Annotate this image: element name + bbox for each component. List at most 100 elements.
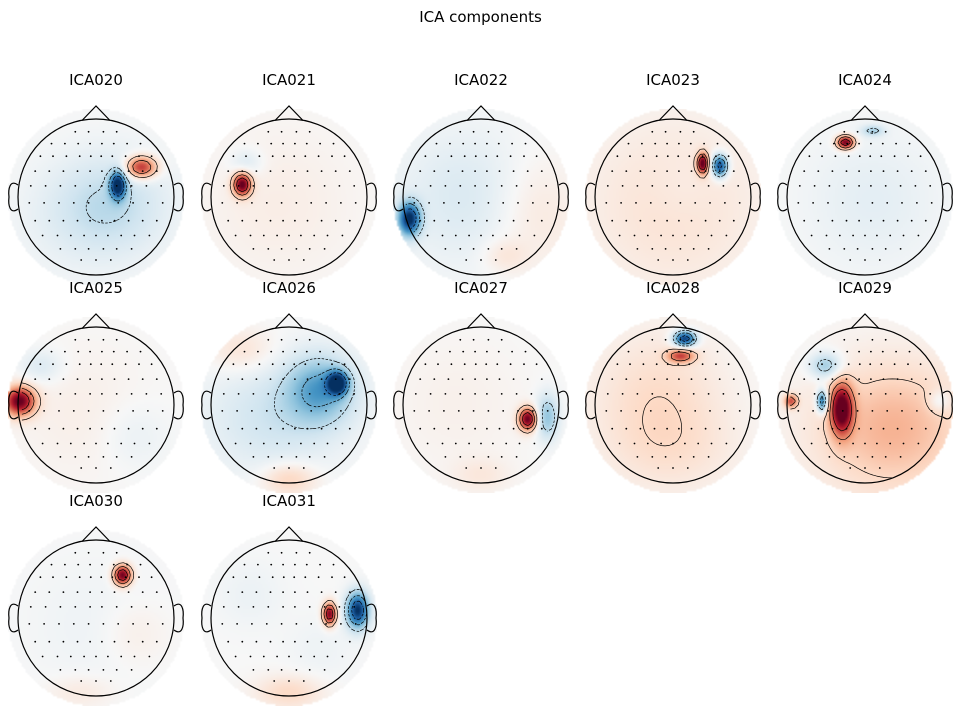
sensor-dot <box>251 410 253 412</box>
sensor-dot <box>221 410 224 412</box>
sensor-dot <box>89 155 92 158</box>
sensor-dot <box>267 551 270 554</box>
sensor-dot <box>486 185 488 187</box>
sensor-dot <box>472 202 475 204</box>
sensor-dot <box>124 576 127 579</box>
sensor-dot <box>241 591 244 593</box>
sensor-dot <box>447 378 450 380</box>
sensor-dot <box>468 234 470 237</box>
sensor-dot <box>449 142 451 145</box>
sensor-dot <box>426 442 429 445</box>
sensor-dot <box>155 427 158 430</box>
sensor-dot <box>899 456 902 458</box>
sensor-dot <box>295 551 298 554</box>
sensor-dot <box>692 185 695 187</box>
sensor-dot <box>112 142 115 145</box>
sensor-dot <box>672 442 674 445</box>
sensor-dot <box>323 456 326 458</box>
sensor-dot <box>679 130 682 133</box>
sensor-dot <box>232 576 235 579</box>
sensor-dot <box>716 350 719 353</box>
sensor-dot <box>692 130 695 133</box>
sensor-dot <box>74 393 77 395</box>
sensor-dot <box>155 640 158 643</box>
sensor-dot <box>326 655 329 658</box>
sensor-dot <box>325 202 327 204</box>
sensor-dot <box>111 155 114 158</box>
sensor-dot <box>639 427 642 430</box>
sensor-dot <box>101 378 103 380</box>
head-outline <box>210 326 368 484</box>
sensor-dot <box>474 170 476 173</box>
sensor-dot <box>280 248 283 250</box>
sensor-dot <box>487 248 490 250</box>
topomap-ica031: ICA031 <box>201 492 377 706</box>
contour-line <box>117 569 128 581</box>
sensor-dot <box>282 576 285 579</box>
sensor-dot <box>533 234 536 237</box>
sensor-dot <box>115 393 118 395</box>
sensor-dot <box>738 202 741 204</box>
sensor-dot <box>150 363 153 366</box>
sensor-dot <box>72 410 75 412</box>
sensor-dot <box>651 456 654 458</box>
sensor-dot <box>141 219 144 222</box>
sensor-dot <box>515 393 518 395</box>
sensor-dot <box>160 606 163 608</box>
sensor-dot <box>907 363 909 366</box>
sensor-dot <box>884 456 887 458</box>
topomap-ica027: ICA027 <box>393 279 569 493</box>
sensor-dot <box>150 155 153 158</box>
contour-line <box>834 133 857 151</box>
sensor-dot <box>280 410 283 412</box>
sensor-dot <box>625 219 628 222</box>
contour-line <box>324 372 347 396</box>
head-outline <box>594 118 752 276</box>
sensor-dot <box>653 219 656 222</box>
sensor-dot <box>145 606 148 608</box>
sensor-dot <box>306 427 309 430</box>
sensor-dot <box>876 442 878 445</box>
sensor-dot <box>267 248 270 250</box>
sensor-dot <box>132 623 135 625</box>
sensor-dot <box>115 185 118 187</box>
sensor-dot <box>798 393 801 395</box>
sensor-dot <box>654 350 657 353</box>
topomap-heatmap <box>8 530 184 706</box>
sensor-dot <box>459 248 462 250</box>
sensor-dot <box>232 155 235 158</box>
sensor-dot <box>523 155 525 158</box>
sensor-dot <box>69 234 72 237</box>
sensor-dot <box>58 410 60 412</box>
sensor-dot <box>472 248 475 250</box>
sensor-dot <box>474 427 476 430</box>
sensor-dot <box>540 170 543 173</box>
left-ear-outline <box>585 182 596 212</box>
contour-line <box>114 566 131 585</box>
sensor-dot <box>831 219 834 222</box>
contour-line <box>840 138 851 147</box>
sensor-dot <box>831 170 834 173</box>
sensor-dot <box>487 130 490 133</box>
sensor-dot <box>267 130 270 133</box>
sensor-dot <box>463 363 466 366</box>
right-ear-outline <box>366 182 377 212</box>
sensor-dot <box>511 350 513 353</box>
sensor-dot <box>540 378 543 380</box>
sensor-dot <box>113 378 116 380</box>
sensor-dot <box>651 393 654 395</box>
sensor-dot <box>690 170 693 173</box>
contour-line <box>672 329 698 347</box>
sensor-dot <box>414 393 417 395</box>
sensor-dot <box>308 669 311 671</box>
sensor-dot <box>331 155 333 158</box>
sensor-dot <box>334 170 337 173</box>
sensor-dot <box>798 185 801 187</box>
sensor-dot <box>319 142 321 145</box>
sensor-dot <box>803 219 806 222</box>
contour-line <box>21 382 41 421</box>
sensor-dot <box>515 248 518 250</box>
sensor-dot <box>444 393 447 395</box>
sensor-dot <box>461 219 464 222</box>
sensor-dot <box>130 606 133 608</box>
